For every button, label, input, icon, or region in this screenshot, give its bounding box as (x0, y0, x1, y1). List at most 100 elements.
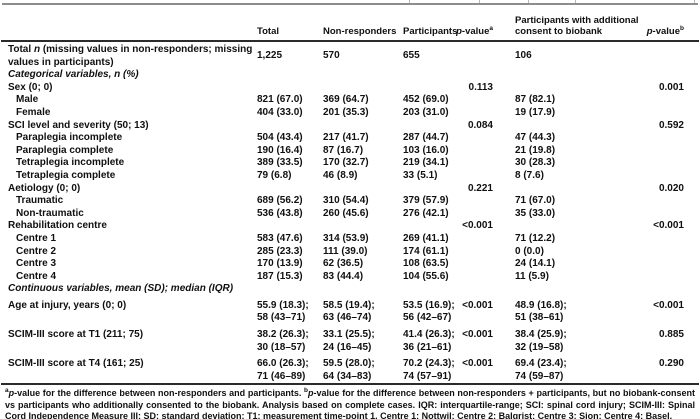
table-row: Female 404 (33.0) 201 (35.3) 203 (31.0) 19 (… (0, 107, 700, 120)
cell-p-value-a: 0.221 (467, 182, 493, 194)
cell-non-responders: 310 (54.4) (323, 195, 369, 207)
row-label: Tetraplegia complete (16, 169, 116, 181)
cell-p-value-a: <0.001 (462, 358, 493, 370)
row-label: Age at injury, years (0; 0) (8, 299, 127, 311)
cell-biobank: 19 (17.9) (515, 106, 556, 118)
cell-participants: 276 (42.1) (403, 207, 449, 219)
row-label: Non-traumatic (16, 207, 84, 219)
cell-participants: 33 (5.1) (403, 169, 438, 181)
table-row: Tetraplegia complete 79 (6.8) 46 (8.9) 33 (… (0, 170, 700, 183)
column-header-biobank: Participants with additional consent to … (515, 15, 639, 37)
row-label: Male (16, 94, 39, 106)
cell-participants: 379 (57.9) (403, 195, 449, 207)
p-italic: p (8, 388, 15, 399)
cell-p-value-a: 0.084 (467, 119, 493, 131)
cell-non-responders: 314 (53.9) (323, 232, 369, 244)
column-header-participants: Participants (403, 25, 458, 37)
table-header-row: Total Non-responders Participants p-valu… (0, 5, 700, 40)
cell-biobank: 71 (67.0) (515, 195, 556, 207)
cell-p-value-b: 0.290 (658, 358, 684, 370)
table-row: Centre 1 583 (47.6) 314 (53.9) 269 (41.1) 71… (0, 233, 700, 246)
table-row: Sex (0; 0) 0.113 0.001 (0, 82, 700, 95)
row-label: Paraplegia incomplete (16, 132, 123, 144)
cell-p-value-a: <0.001 (462, 220, 493, 232)
cell-non-responders: 201 (35.3) (323, 106, 369, 118)
cell-p-value-b: 0.020 (658, 182, 684, 194)
column-header-p-value-a: p-valuea (429, 25, 493, 38)
table-bottom-rule (1, 383, 699, 386)
table-row: Centre 4 187 (15.3) 83 (44.4) 104 (55.6) 11 … (0, 271, 700, 284)
footnote-marker-b: b (304, 387, 309, 395)
row-label: Traumatic (16, 195, 64, 207)
cell-non-responders: 111 (39.0) (323, 245, 368, 257)
cell-non-responders: 570 (323, 50, 340, 62)
footnote-text-a: -value for the difference between non-re… (14, 388, 305, 399)
cell-non-responders: 46 (8.9) (323, 169, 358, 181)
cell-participants: 219 (34.1) (403, 157, 449, 169)
p-italic: p (646, 25, 653, 37)
cell-participants: 452 (69.0) (403, 94, 449, 106)
cell-biobank: 35 (33.0) (515, 207, 556, 219)
cell-total: 1,225 (257, 50, 283, 62)
cell-participants: 203 (31.0) (403, 106, 449, 118)
table-row: Traumatic 689 (56.2) 310 (54.4) 379 (57.9) 7… (0, 195, 700, 208)
p-value-rest: -value (652, 25, 681, 37)
table-row: SCIM-III score at T4 (161; 25) 66.0 (26.3… (0, 358, 700, 383)
cell-non-responders: 217 (41.7) (323, 132, 369, 144)
cell-total: 190 (16.4) (257, 144, 303, 156)
cell-non-responders: 59.5 (28.0); 64 (34–83) (323, 358, 375, 382)
column-header-total: Total (257, 25, 279, 37)
cell-biobank: 30 (28.3) (515, 157, 556, 169)
table-row: Non-traumatic 536 (43.8) 260 (45.6) 276 (42… (0, 208, 700, 221)
cell-p-value-a: 0.113 (468, 81, 493, 93)
p-value-rest: -value (461, 25, 490, 37)
row-label: Total n (missing values in non-responder… (8, 44, 253, 68)
row-label: Aetiology (0; 0) (8, 182, 81, 194)
table-row: Paraplegia incomplete 504 (43.4) 217 (41.7… (0, 132, 700, 145)
p-italic: p (308, 388, 314, 399)
cell-non-responders: 170 (32.7) (323, 157, 369, 169)
cell-total: 66.0 (26.3); 71 (46–89) (257, 358, 309, 382)
cell-participants: 108 (63.5) (403, 258, 449, 270)
cell-participants: 103 (16.0) (403, 144, 449, 156)
cell-total: 38.2 (26.3); 30 (18–57) (257, 329, 309, 353)
footnote-marker-a: a (5, 387, 9, 395)
cell-total: 79 (6.8) (257, 169, 292, 181)
cell-total: 404 (33.0) (257, 106, 303, 118)
cell-participants: 53.5 (16.9); 56 (42–67) (403, 299, 455, 324)
row-label: Centre 1 (16, 232, 57, 244)
cell-total: 821 (67.0) (257, 94, 303, 106)
column-header-p-value-b: p-valueb (643, 25, 700, 38)
table-body: Total n (missing values in non-responder… (0, 42, 700, 383)
cell-biobank: 38.4 (25.9); 32 (19–58) (515, 329, 567, 353)
row-label: Tetraplegia incomplete (16, 157, 125, 169)
cell-biobank: 21 (19.8) (515, 144, 556, 156)
cell-participants: 269 (41.1) (403, 232, 449, 244)
cell-participants: 287 (44.7) (403, 132, 449, 144)
cell-total: 285 (23.3) (257, 245, 303, 257)
cell-non-responders: 260 (45.6) (323, 207, 369, 219)
cell-participants: 655 (403, 50, 420, 62)
cell-p-value-b: <0.001 (653, 299, 684, 311)
cell-total: 389 (33.5) (257, 157, 303, 169)
cell-total: 187 (15.3) (257, 270, 303, 282)
cell-total: 504 (43.4) (257, 132, 303, 144)
cell-total: 55.9 (18.3); 58 (43–71) (257, 299, 309, 324)
cell-biobank: 0 (0.0) (515, 245, 544, 257)
row-label: Centre 2 (16, 245, 57, 257)
cell-p-value-b: 0.885 (658, 329, 684, 341)
scan-artifact-tick (575, 0, 576, 3)
table-header-rule (1, 40, 699, 42)
row-label: Categorical variables, n (%) (8, 69, 139, 81)
p-italic: p (456, 25, 462, 37)
table-row: Rehabilitation centre <0.001 <0.001 (0, 220, 700, 233)
table-row: Centre 2 285 (23.3) 111 (39.0) 174 (61.1) 0 … (0, 246, 700, 259)
scan-artifact-tick (479, 0, 480, 3)
cell-non-responders: 58.5 (19.4); 63 (46–74) (323, 299, 375, 324)
cell-total: 170 (13.9) (257, 258, 303, 270)
row-label: Centre 4 (16, 270, 57, 282)
row-label: Centre 3 (16, 258, 57, 270)
cell-participants: 174 (61.1) (403, 245, 449, 257)
table-row: Paraplegia complete 190 (16.4) 87 (16.7) 10… (0, 145, 700, 158)
row-label: Paraplegia complete (16, 144, 114, 156)
